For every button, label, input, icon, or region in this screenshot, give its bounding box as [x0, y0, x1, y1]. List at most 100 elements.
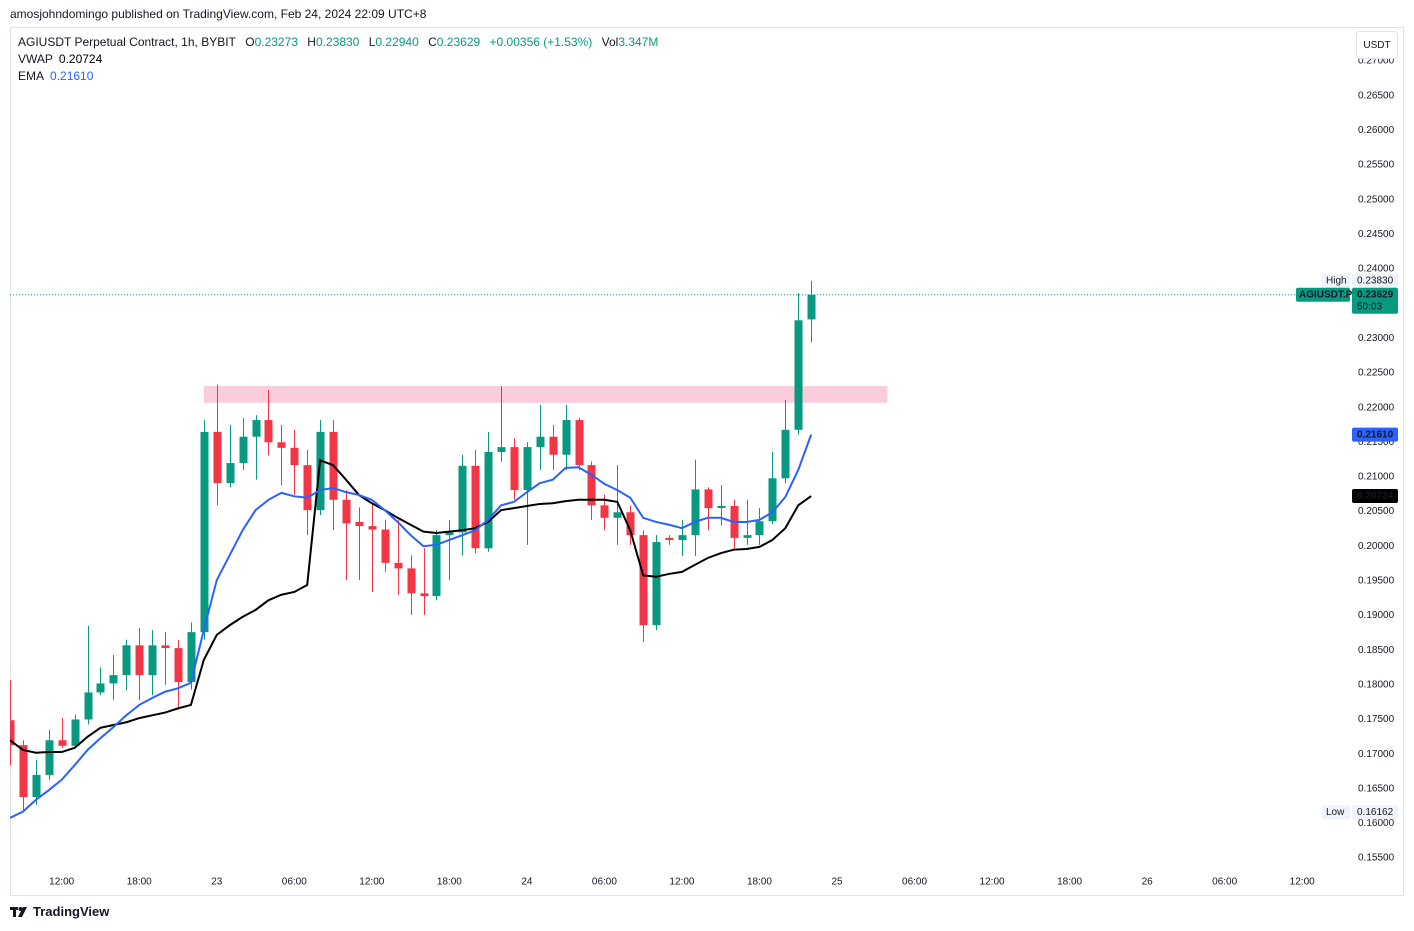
candle-body: [678, 535, 687, 540]
y-tick-label: 0.20500: [1358, 506, 1395, 517]
footer: TradingView: [10, 904, 109, 919]
y-tick-label: 0.26000: [1358, 125, 1395, 136]
x-tick-label: 18:00: [437, 877, 462, 888]
y-tick-label: 0.20000: [1358, 541, 1395, 552]
y-tick-label: 0.24000: [1358, 264, 1395, 275]
x-tick-label: 23: [211, 877, 223, 888]
field-key: C: [428, 35, 437, 49]
candle-body: [239, 436, 248, 464]
marker-label: Low: [1326, 807, 1345, 818]
volume-key: Vol: [601, 35, 619, 49]
change: +0.00356 (+1.53%): [489, 35, 593, 49]
candle-body: [575, 420, 584, 466]
y-tick-label: 0.22000: [1358, 402, 1395, 413]
candle-body: [600, 505, 609, 518]
x-tick-label: 26: [1142, 877, 1154, 888]
price-tag-value: 0.23629: [1357, 289, 1394, 300]
candle-body: [432, 535, 441, 597]
x-tick-label: 18:00: [1057, 877, 1082, 888]
candle-body: [84, 692, 93, 720]
candle-body: [213, 431, 222, 484]
candle-body: [32, 774, 41, 798]
indicator-name: EMA: [18, 69, 45, 83]
x-tick-label: 06:00: [592, 877, 617, 888]
y-tick-label: 0.19500: [1358, 576, 1395, 587]
candle-body: [368, 526, 377, 530]
marker-value: 0.16162: [1357, 807, 1394, 818]
candle-body: [303, 465, 312, 511]
candle-body: [523, 447, 532, 491]
marker-label-bg: [1322, 273, 1350, 288]
y-tick-label: 0.17500: [1358, 714, 1395, 725]
attribution: amosjohndomingo published on TradingView…: [10, 7, 427, 21]
brand-name: TradingView: [33, 904, 110, 919]
candle-body: [109, 675, 118, 684]
candle-body: [484, 451, 493, 549]
symbol-tag: AGIUSDT.P: [1299, 289, 1353, 300]
y-tick-label: 0.25000: [1358, 194, 1395, 205]
candle-body: [135, 645, 144, 676]
candle-body: [497, 447, 506, 452]
legend: AGIUSDT Perpetual Contract, 1h, BYBIT O 0…: [18, 34, 664, 85]
y-tick-label: 0.18500: [1358, 645, 1395, 656]
y-tick-label: 0.27000: [1358, 56, 1395, 67]
candle-body: [717, 506, 726, 509]
y-tick-label: 0.25500: [1358, 160, 1395, 171]
x-tick-label: 12:00: [1290, 877, 1315, 888]
indicator-tag: 0.21610: [1357, 429, 1394, 440]
candle-body: [755, 521, 764, 536]
symbol-tag-bg: [1296, 287, 1350, 302]
candle-body: [200, 431, 209, 633]
candle-body: [277, 442, 286, 448]
y-tick-label: 0.18000: [1358, 679, 1395, 690]
candle-body: [626, 512, 635, 536]
candle-body: [19, 745, 28, 798]
candle-body: [394, 562, 403, 569]
field-value: 0.23830: [315, 35, 360, 49]
candle-body: [148, 645, 157, 676]
legend-ema: EMA 0.21610: [18, 68, 664, 85]
candle-body: [187, 632, 196, 683]
y-tick-label: 0.16000: [1358, 818, 1395, 829]
indicator-value: 0.21610: [50, 69, 94, 83]
field-key: O: [245, 35, 255, 49]
candle-body: [768, 478, 777, 522]
symbol-title: AGIUSDT Perpetual Contract, 1h, BYBIT: [18, 35, 236, 49]
x-tick-label: 06:00: [282, 877, 307, 888]
candle-body: [355, 521, 364, 527]
price-axis: 0.15500 0.16000 0.16500 0.17000 0.17500 0.180…: [49, 56, 1398, 888]
candle-body: [665, 537, 674, 540]
candle-body: [174, 648, 183, 683]
candle-body: [58, 740, 67, 746]
candle-body: [252, 420, 261, 437]
y-tick-label: 0.19000: [1358, 610, 1395, 621]
marker-value: 0.23830: [1357, 275, 1394, 286]
candle-body: [691, 489, 700, 536]
candle-body: [226, 463, 235, 484]
legend-main: AGIUSDT Perpetual Contract, 1h, BYBIT O 0…: [18, 34, 664, 51]
x-tick-label: 24: [521, 877, 533, 888]
indicator-tag-bg: [1352, 427, 1398, 442]
y-tick-label: 0.23000: [1358, 333, 1395, 344]
candle-body: [549, 436, 558, 455]
candle-body: [704, 489, 713, 509]
y-tick-label: 0.17000: [1358, 749, 1395, 760]
y-tick-label: 0.15500: [1358, 853, 1395, 864]
y-tick-label: 0.16500: [1358, 783, 1395, 794]
indicator-line: [10, 434, 813, 819]
candle-body: [96, 683, 105, 693]
currency-button[interactable]: USDT: [1356, 31, 1398, 59]
candle-body: [613, 512, 622, 518]
x-tick-label: 06:00: [1212, 877, 1237, 888]
candle-body: [316, 431, 325, 511]
candle-body: [807, 294, 816, 320]
candle-body: [381, 529, 390, 563]
field-key: L: [368, 35, 376, 49]
candle-body: [639, 535, 648, 626]
candle-body: [794, 320, 803, 430]
resistance-zone: [203, 386, 888, 403]
x-tick-label: 18:00: [127, 877, 152, 888]
candle-body: [536, 436, 545, 448]
marker-bg: [1352, 805, 1398, 820]
